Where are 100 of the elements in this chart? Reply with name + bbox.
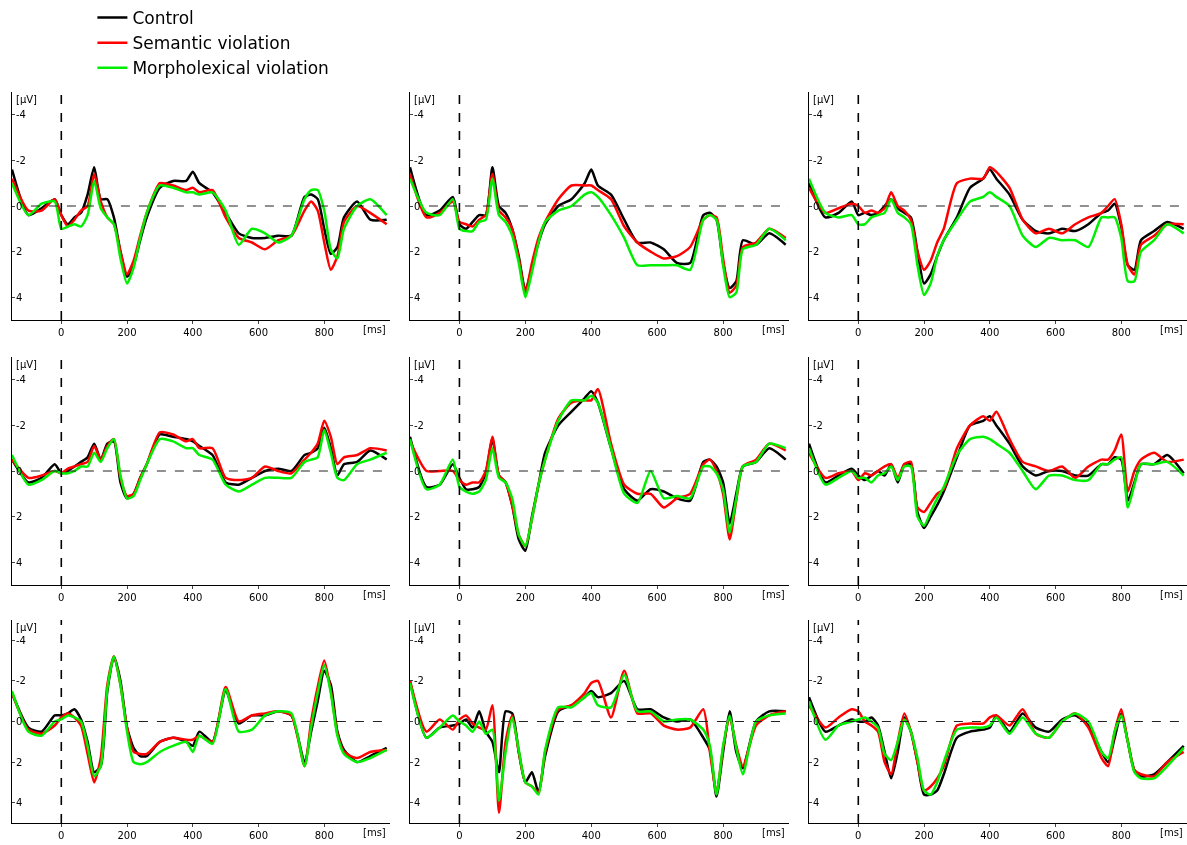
x-tick-label: 600 (248, 592, 269, 603)
y-tick-label: -2 (16, 154, 26, 166)
y-tick-label: 2 (414, 756, 421, 768)
x-axis-title: [ms] (762, 324, 785, 335)
x-axis-title: [ms] (762, 827, 785, 838)
y-tick-label: -2 (16, 675, 26, 687)
x-tick-label: 800 (314, 327, 334, 338)
x-tick-label: 600 (647, 830, 667, 841)
x-tick-label: 0 (456, 830, 463, 841)
y-tick-label: -4 (16, 109, 26, 121)
y-tick-label: 4 (414, 797, 421, 809)
x-tick-label: 0 (456, 592, 463, 603)
x-tick-label: 200 (117, 592, 137, 603)
y-axis-title: [µV] (414, 94, 436, 105)
x-tick-label: 400 (581, 592, 601, 603)
x-tick-label: 200 (515, 327, 535, 338)
y-tick-label: 2 (414, 246, 421, 258)
y-axis-title: [µV] (813, 359, 835, 370)
x-tick-label: 600 (248, 327, 269, 338)
x-tick-label: 800 (1111, 327, 1131, 338)
x-axis-title: [ms] (762, 589, 785, 600)
y-tick-label: 2 (16, 246, 23, 258)
x-axis-title: [ms] (1160, 827, 1183, 838)
x-tick-label: 400 (183, 327, 203, 338)
y-tick-label: -2 (16, 419, 26, 431)
x-tick-label: 400 (183, 830, 203, 841)
x-tick-label: 800 (1111, 830, 1131, 841)
y-tick-label: 4 (16, 556, 23, 568)
x-axis-title: [ms] (363, 589, 386, 600)
y-tick-label: -2 (813, 154, 823, 166)
legend-label: Control (132, 8, 194, 29)
x-tick-label: 200 (515, 592, 535, 603)
x-axis-title: [ms] (1160, 589, 1183, 600)
x-tick-label: 800 (713, 327, 733, 338)
x-tick-label: 800 (1111, 592, 1131, 603)
x-tick-label: 0 (58, 327, 65, 338)
y-tick-label: -2 (414, 675, 424, 687)
y-tick-label: -4 (414, 634, 424, 646)
y-tick-label: 0 (16, 465, 23, 477)
y-tick-label: -4 (16, 634, 26, 646)
x-tick-label: 200 (914, 830, 934, 841)
y-tick-label: -4 (414, 109, 424, 121)
y-tick-label: 4 (16, 797, 23, 809)
legend-label: Morpholexical violation (132, 58, 329, 79)
y-axis-title: [µV] (16, 359, 38, 370)
x-tick-label: 0 (58, 592, 65, 603)
x-tick-label: 0 (855, 592, 862, 603)
y-tick-label: -4 (813, 374, 823, 386)
y-tick-label: 2 (813, 246, 820, 258)
x-tick-label: 200 (914, 592, 934, 603)
x-tick-label: 200 (515, 830, 535, 841)
y-tick-label: 0 (16, 200, 23, 212)
x-tick-label: 200 (117, 327, 137, 338)
y-tick-label: 2 (813, 511, 820, 523)
y-tick-label: 2 (16, 756, 23, 768)
x-tick-label: 800 (314, 830, 334, 841)
x-tick-label: 0 (855, 327, 862, 338)
x-tick-label: 400 (980, 592, 1000, 603)
y-tick-label: 2 (414, 511, 421, 523)
x-tick-label: 0 (855, 830, 862, 841)
x-tick-label: 400 (980, 327, 1000, 338)
y-tick-label: -2 (414, 419, 424, 431)
x-axis-title: [ms] (1160, 324, 1183, 335)
y-tick-label: 4 (813, 291, 820, 303)
y-tick-label: 4 (813, 556, 820, 568)
y-axis-title: [µV] (16, 622, 38, 633)
y-tick-label: -2 (813, 419, 823, 431)
x-tick-label: 600 (1045, 830, 1066, 841)
y-tick-label: 0 (16, 716, 23, 727)
x-tick-label: 400 (980, 830, 1000, 841)
y-tick-label: -4 (16, 374, 26, 386)
x-tick-label: 600 (647, 592, 667, 603)
x-tick-label: 400 (183, 592, 203, 603)
x-tick-label: 0 (456, 327, 463, 338)
y-tick-label: 4 (16, 291, 23, 303)
y-axis-title: [µV] (414, 359, 436, 370)
y-tick-label: 0 (414, 200, 421, 212)
x-tick-label: 0 (58, 830, 65, 841)
y-tick-label: 4 (813, 797, 820, 809)
y-axis-title: [µV] (813, 622, 835, 633)
x-tick-label: 800 (713, 592, 733, 603)
x-tick-label: 400 (581, 327, 601, 338)
x-tick-label: 200 (117, 830, 137, 841)
y-tick-label: 4 (414, 291, 421, 303)
y-tick-label: -4 (414, 374, 424, 386)
y-tick-label: 0 (813, 716, 820, 727)
x-tick-label: 800 (314, 592, 334, 603)
y-tick-label: 4 (414, 556, 421, 568)
x-axis-title: [ms] (363, 324, 386, 335)
x-tick-label: 600 (647, 327, 667, 338)
y-axis-title: [µV] (813, 94, 835, 105)
y-axis-title: [µV] (414, 622, 436, 633)
y-tick-label: 2 (16, 511, 23, 523)
x-tick-label: 200 (914, 327, 934, 338)
y-tick-label: -4 (813, 634, 823, 646)
x-axis-title: [ms] (363, 827, 386, 838)
x-tick-label: 400 (581, 830, 601, 841)
y-tick-label: -4 (813, 109, 823, 121)
x-tick-label: 600 (248, 830, 269, 841)
x-tick-label: 600 (1045, 327, 1066, 338)
